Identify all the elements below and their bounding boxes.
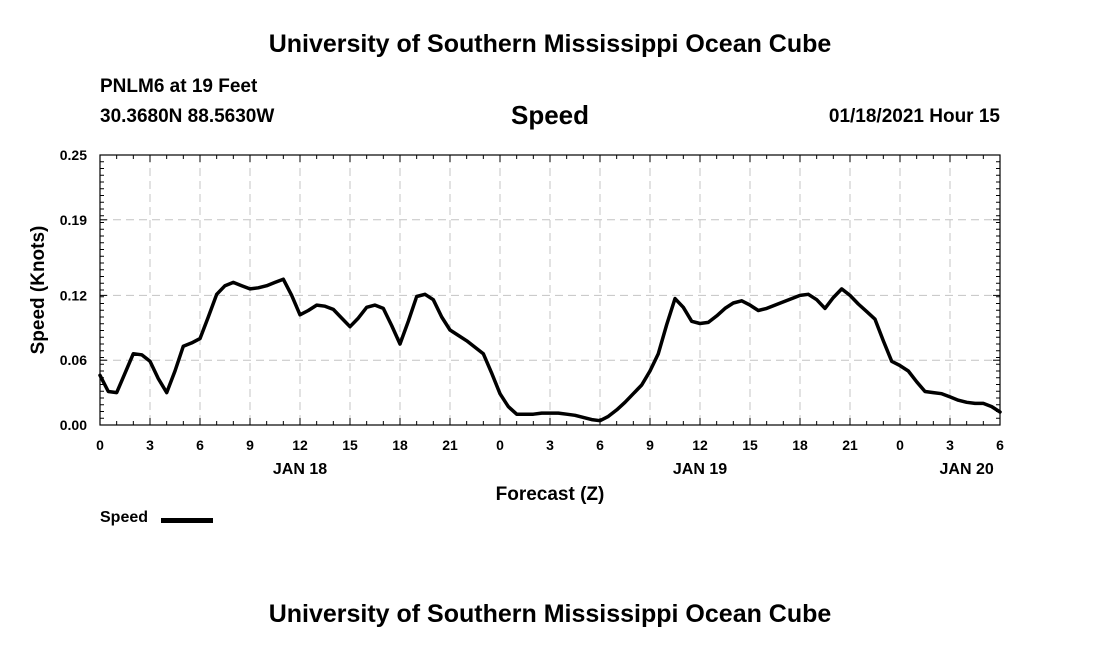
y-tick-label: 0.25 (60, 147, 87, 163)
date-label: JAN 19 (673, 461, 727, 478)
x-tick-label: 0 (896, 437, 904, 453)
x-tick-label: 15 (742, 437, 758, 453)
x-tick-label: 6 (596, 437, 604, 453)
x-tick-label: 3 (946, 437, 954, 453)
chart-title: Speed (510, 100, 590, 130)
x-tick-label: 3 (146, 437, 154, 453)
y-tick-label: 0.06 (60, 352, 87, 368)
y-axis-title: Speed (Knots) (28, 226, 49, 355)
x-tick-label: 21 (442, 437, 458, 453)
x-tick-label: 0 (496, 437, 504, 453)
x-axis-title: Forecast (Z) (496, 484, 605, 505)
x-tick-label: 3 (546, 437, 554, 453)
x-tick-label: 9 (646, 437, 654, 453)
x-tick-label: 21 (842, 437, 858, 453)
x-tick-label: 6 (196, 437, 204, 453)
page-title: University of Southern Mississippi Ocean… (268, 30, 832, 58)
station-label: PNLM6 at 19 Feet (100, 76, 258, 97)
plot-frame (99, 154, 1001, 426)
x-tick-label: 15 (342, 437, 358, 453)
x-tick-label: 18 (792, 437, 808, 453)
speed-series-line (98, 277, 1002, 423)
grid-lines (100, 155, 1000, 425)
x-tick-label: 9 (246, 437, 254, 453)
date-label: JAN 20 (940, 461, 994, 478)
x-tick-label: 18 (392, 437, 408, 453)
x-tick-label: 12 (292, 437, 308, 453)
y-tick-label: 0.12 (60, 287, 87, 303)
coordinates-label: 30.3680N 88.5630W (100, 106, 275, 127)
y-tick-label: 0.00 (60, 417, 87, 433)
y-tick-labels: 0.00 0.06 0.12 0.19 0.25 (60, 147, 87, 433)
footer-title: University of Southern Mississippi Ocean… (268, 600, 832, 628)
x-tick-label: 0 (96, 437, 104, 453)
date-label: JAN 18 (273, 461, 327, 478)
date-labels: JAN 18 JAN 19 JAN 20 (273, 461, 994, 478)
x-tick-label: 12 (692, 437, 708, 453)
legend-label: Speed (100, 509, 149, 526)
y-tick-label: 0.19 (60, 212, 87, 228)
legend-line-swatch (161, 518, 213, 523)
x-tick-labels: 0 3 6 9 12 15 18 21 0 3 6 9 12 15 18 21 0 3 6 (96, 437, 1004, 453)
datetime-label: 01/18/2021 Hour 15 (828, 106, 1000, 127)
x-tick-label: 6 (996, 437, 1004, 453)
